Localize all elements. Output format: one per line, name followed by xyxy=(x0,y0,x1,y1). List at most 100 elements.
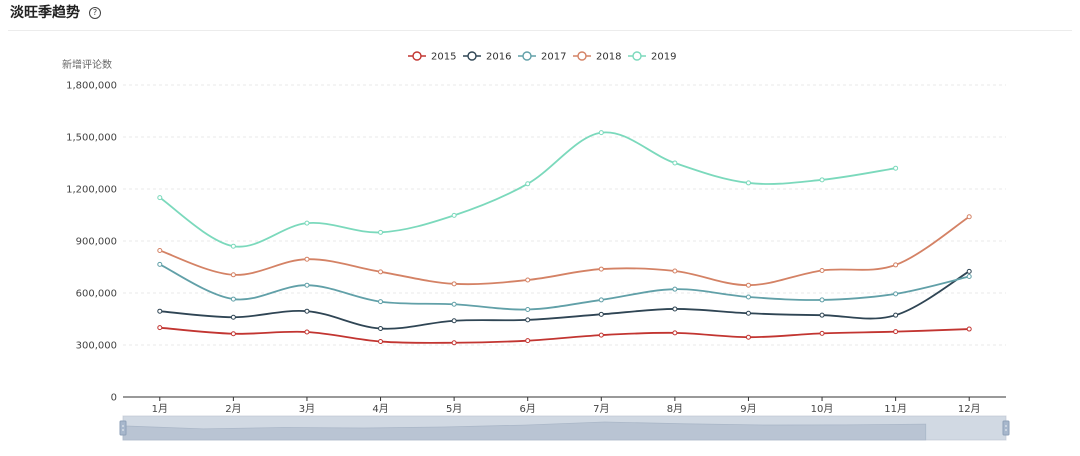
data-point-2019[interactable] xyxy=(672,160,678,166)
data-point-2019[interactable] xyxy=(230,243,236,249)
data-point-2016[interactable] xyxy=(966,268,972,274)
x-tick-label: 5月 xyxy=(446,403,462,415)
x-tick-label: 3月 xyxy=(299,403,315,415)
data-point-2018[interactable] xyxy=(304,256,310,262)
x-tick-label: 6月 xyxy=(520,403,536,415)
data-point-2015[interactable] xyxy=(378,339,384,345)
series-line-2016 xyxy=(159,270,970,330)
chart-header: 淡旺季趋势 ? xyxy=(8,4,1072,31)
legend-label-2015[interactable]: 2015 xyxy=(431,52,456,63)
data-point-2017[interactable] xyxy=(230,296,236,302)
data-point-2019[interactable] xyxy=(745,180,751,186)
series-line-2015 xyxy=(159,326,970,344)
data-point-2015[interactable] xyxy=(672,330,678,336)
data-point-2016[interactable] xyxy=(525,317,531,323)
data-point-2017[interactable] xyxy=(672,286,678,292)
x-tick-label: 4月 xyxy=(372,403,388,415)
legend-label-2019[interactable]: 2019 xyxy=(651,52,676,63)
data-point-2016[interactable] xyxy=(157,308,163,314)
data-point-2018[interactable] xyxy=(598,266,604,272)
data-point-2016[interactable] xyxy=(745,310,751,316)
data-point-2015[interactable] xyxy=(230,331,236,337)
data-point-2018[interactable] xyxy=(525,277,531,283)
data-point-2017[interactable] xyxy=(378,299,384,305)
data-point-2017[interactable] xyxy=(819,297,825,303)
data-point-2017[interactable] xyxy=(745,294,751,300)
data-point-2017[interactable] xyxy=(304,282,310,288)
data-point-2018[interactable] xyxy=(230,272,236,278)
y-tick-label: 900,000 xyxy=(76,237,117,248)
data-point-2017[interactable] xyxy=(598,297,604,303)
data-point-2019[interactable] xyxy=(893,165,899,171)
data-point-2018[interactable] xyxy=(819,267,825,273)
data-point-2019[interactable] xyxy=(819,177,825,183)
legend-marker-2017[interactable] xyxy=(522,51,532,61)
x-tick-label: 8月 xyxy=(667,403,683,415)
data-point-2019[interactable] xyxy=(451,212,457,218)
data-point-2018[interactable] xyxy=(966,214,972,220)
y-tick-label: 1,200,000 xyxy=(66,185,117,196)
y-tick-label: 1,500,000 xyxy=(66,133,117,144)
data-point-2016[interactable] xyxy=(598,311,604,317)
data-point-2015[interactable] xyxy=(304,329,310,335)
data-zoom-handle-left[interactable] xyxy=(119,420,127,436)
data-point-2019[interactable] xyxy=(378,229,384,235)
data-point-2016[interactable] xyxy=(304,308,310,314)
data-point-2015[interactable] xyxy=(966,326,972,332)
data-point-2015[interactable] xyxy=(745,334,751,340)
data-point-2018[interactable] xyxy=(893,262,899,268)
legend-marker-2016[interactable] xyxy=(467,51,477,61)
data-point-2019[interactable] xyxy=(525,181,531,187)
data-point-2016[interactable] xyxy=(230,314,236,320)
data-point-2018[interactable] xyxy=(451,281,457,287)
data-point-2015[interactable] xyxy=(893,329,899,335)
data-point-2017[interactable] xyxy=(157,261,163,267)
data-point-2016[interactable] xyxy=(672,306,678,312)
legend-marker-2018[interactable] xyxy=(577,51,587,61)
data-point-2015[interactable] xyxy=(598,332,604,338)
legend-marker-2015[interactable] xyxy=(412,51,422,61)
data-zoom-shadow xyxy=(122,421,927,441)
data-point-2019[interactable] xyxy=(598,130,604,136)
legend-label-2018[interactable]: 2018 xyxy=(596,52,621,63)
legend-label-2017[interactable]: 2017 xyxy=(541,52,566,63)
data-point-2015[interactable] xyxy=(819,330,825,336)
data-point-2017[interactable] xyxy=(893,291,899,297)
help-circle-icon[interactable]: ? xyxy=(89,7,101,19)
series-line-2017 xyxy=(159,263,970,311)
data-point-2019[interactable] xyxy=(157,195,163,201)
data-point-2016[interactable] xyxy=(451,318,457,324)
data-point-2016[interactable] xyxy=(819,312,825,318)
y-tick-label: 0 xyxy=(111,393,117,404)
data-zoom-selection[interactable] xyxy=(123,416,1006,440)
series-line-2019 xyxy=(159,131,896,248)
x-tick-label: 9月 xyxy=(740,403,756,415)
legend-label-2016[interactable]: 2016 xyxy=(486,52,511,63)
series-line-2018 xyxy=(159,215,970,287)
data-point-2018[interactable] xyxy=(745,282,751,288)
data-point-2018[interactable] xyxy=(672,268,678,274)
x-tick-label: 7月 xyxy=(593,403,609,415)
page-title: 淡旺季趋势 xyxy=(10,5,80,21)
data-point-2016[interactable] xyxy=(893,312,899,318)
data-point-2019[interactable] xyxy=(304,220,310,226)
y-tick-label: 600,000 xyxy=(76,289,117,300)
x-tick-label: 10月 xyxy=(811,403,834,415)
data-point-2015[interactable] xyxy=(451,340,457,346)
data-point-2017[interactable] xyxy=(525,306,531,312)
data-point-2015[interactable] xyxy=(157,325,163,331)
y-axis-label: 新增评论数 xyxy=(62,58,112,71)
data-point-2018[interactable] xyxy=(378,269,384,275)
data-point-2018[interactable] xyxy=(157,248,163,254)
x-tick-label: 2月 xyxy=(225,403,241,415)
data-point-2016[interactable] xyxy=(378,326,384,332)
data-point-2017[interactable] xyxy=(966,274,972,280)
data-zoom-handle-right[interactable] xyxy=(1002,420,1010,436)
x-tick-label: 12月 xyxy=(958,403,981,415)
y-tick-label: 1,800,000 xyxy=(66,81,117,92)
data-point-2017[interactable] xyxy=(451,301,457,307)
x-tick-label: 11月 xyxy=(884,403,907,415)
legend-marker-2019[interactable] xyxy=(632,51,642,61)
data-point-2015[interactable] xyxy=(525,338,531,344)
